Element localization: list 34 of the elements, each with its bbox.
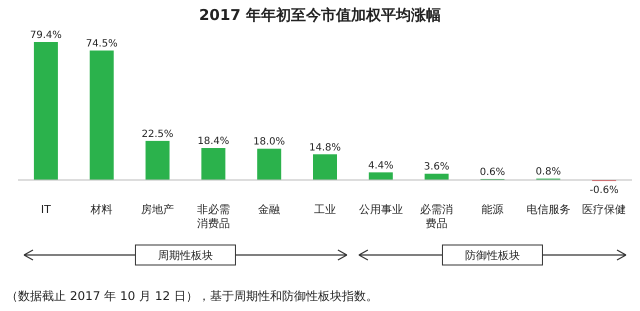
bar <box>424 174 449 180</box>
x-tick-label: 医疗保健 <box>582 203 626 216</box>
data-label: 74.5% <box>86 38 118 50</box>
x-tick-label: 必需消费品 <box>420 203 454 230</box>
data-label: 3.6% <box>424 162 450 173</box>
bar <box>368 172 393 180</box>
data-label: 18.4% <box>197 136 230 148</box>
x-tick-label: 工业 <box>314 203 336 216</box>
data-label: 0.8% <box>536 166 561 178</box>
data-label: -0.6% <box>590 185 619 196</box>
text: 防御性板块 <box>464 249 520 262</box>
bar <box>257 148 282 180</box>
x-tick-label: 电信服务 <box>526 203 570 216</box>
x-tick-label: 房地产 <box>141 203 174 216</box>
bar <box>313 154 337 180</box>
bar <box>34 42 58 180</box>
x-tick-label: 材料 <box>90 203 113 216</box>
text: （数据截止 2017 年 10 月 12 日），基于周期性和防御性板块指数。 <box>6 289 378 303</box>
data-label: 18.0% <box>253 136 286 148</box>
bar <box>90 50 114 180</box>
data-label: 79.4% <box>30 30 62 41</box>
bar <box>146 140 170 180</box>
x-tick-label: 金融 <box>258 203 280 216</box>
bar <box>201 148 226 180</box>
x-tick-label: 能源 <box>481 203 504 216</box>
text: 周期性板块 <box>158 249 213 262</box>
data-label: 22.5% <box>142 128 174 140</box>
x-tick-label: 非必需消费品 <box>196 203 230 230</box>
data-label: 4.4% <box>368 160 394 172</box>
data-label: 0.6% <box>480 166 506 178</box>
chart-title: 2017 年年初至今市值加权平均涨幅 <box>199 6 441 24</box>
x-tick-label: IT <box>40 203 52 216</box>
data-label: 14.8% <box>309 142 341 154</box>
x-tick-label: 公用事业 <box>358 203 403 216</box>
